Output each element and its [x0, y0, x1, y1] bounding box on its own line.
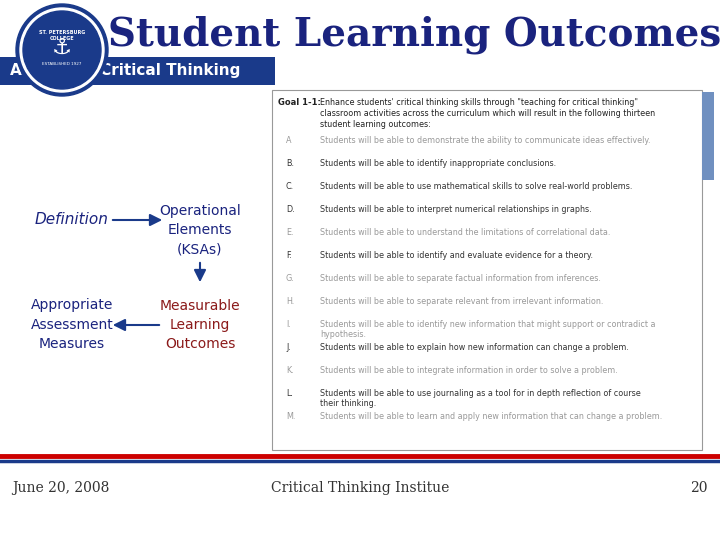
Text: K.: K.	[286, 366, 294, 375]
Text: Students will be able to use mathematical skills to solve real-world problems.: Students will be able to use mathematica…	[320, 182, 632, 191]
Bar	[0, 57, 275, 85]
Text: L.: L.	[286, 389, 293, 398]
Text: COLLEGE: COLLEGE	[50, 36, 74, 40]
Text: Definition: Definition	[35, 213, 109, 227]
Text: G.: G.	[286, 274, 294, 283]
Text: Students will be able to separate factual information from inferences.: Students will be able to separate factua…	[320, 274, 601, 283]
Text: Students will be able to use journaling as a tool for in depth reflection of cou: Students will be able to use journaling …	[320, 389, 641, 398]
Text: Students will be able to identify inappropriate conclusions.: Students will be able to identify inappr…	[320, 159, 556, 168]
Text: hypothesis.: hypothesis.	[320, 330, 366, 339]
Text: their thinking.: their thinking.	[320, 399, 377, 408]
Text: Students will be able to explain how new information can change a problem.: Students will be able to explain how new…	[320, 343, 629, 352]
Text: B.: B.	[286, 159, 294, 168]
Circle shape	[20, 8, 104, 92]
Text: Measurable
Learning
Outcomes: Measurable Learning Outcomes	[160, 299, 240, 352]
Text: ⚓: ⚓	[52, 38, 72, 58]
Text: Students will be able to learn and apply new information that can change a probl: Students will be able to learn and apply…	[320, 412, 662, 421]
Text: M.: M.	[286, 412, 295, 421]
Bar	[702, 92, 714, 180]
Text: D.: D.	[286, 205, 294, 214]
Text: student learning outcomes:: student learning outcomes:	[320, 120, 431, 129]
Text: C.: C.	[286, 182, 294, 191]
Bar	[272, 90, 702, 450]
Text: A: A	[286, 136, 292, 145]
Text: H.: H.	[286, 297, 294, 306]
Text: ESTABLISHED 1927: ESTABLISHED 1927	[42, 62, 82, 66]
Text: Enhance students' critical thinking skills through "teaching for critical thinki: Enhance students' critical thinking skil…	[320, 98, 638, 107]
Text: Students will be able to identify new information that might support or contradi: Students will be able to identify new in…	[320, 320, 655, 329]
Text: Appropriate
Assessment
Measures: Appropriate Assessment Measures	[31, 299, 113, 352]
Text: Students will be able to identify and evaluate evidence for a theory.: Students will be able to identify and ev…	[320, 251, 593, 260]
Text: Critical Thinking Institue: Critical Thinking Institue	[271, 481, 449, 495]
Text: I.: I.	[286, 320, 291, 329]
Text: Goal 1-1:: Goal 1-1:	[278, 98, 321, 107]
Text: Students will be able to integrate information in order to solve a problem.: Students will be able to integrate infor…	[320, 366, 618, 375]
Text: E.: E.	[286, 228, 294, 237]
Text: 20: 20	[690, 481, 708, 495]
Text: Students will be able to demonstrate the ability to communicate ideas effectivel: Students will be able to demonstrate the…	[320, 136, 650, 145]
Text: F.: F.	[286, 251, 292, 260]
Text: Operational
Elements
(KSAs): Operational Elements (KSAs)	[159, 204, 241, 256]
Text: classroom activities across the curriculum which will result in the following th: classroom activities across the curricul…	[320, 109, 655, 118]
Text: ST. PETERSBURG: ST. PETERSBURG	[39, 30, 85, 35]
Text: Students will be able to understand the limitations of correlational data.: Students will be able to understand the …	[320, 228, 611, 237]
Text: J.: J.	[286, 343, 291, 352]
Circle shape	[23, 11, 101, 89]
Circle shape	[16, 4, 108, 96]
Text: Assessing Critical Thinking: Assessing Critical Thinking	[10, 64, 240, 78]
Text: Students will be able to separate relevant from irrelevant information.: Students will be able to separate releva…	[320, 297, 603, 306]
Text: June 20, 2008: June 20, 2008	[12, 481, 109, 495]
Text: Students will be able to interpret numerical relationships in graphs.: Students will be able to interpret numer…	[320, 205, 592, 214]
Text: Student Learning Outcomes: Student Learning Outcomes	[109, 16, 720, 54]
